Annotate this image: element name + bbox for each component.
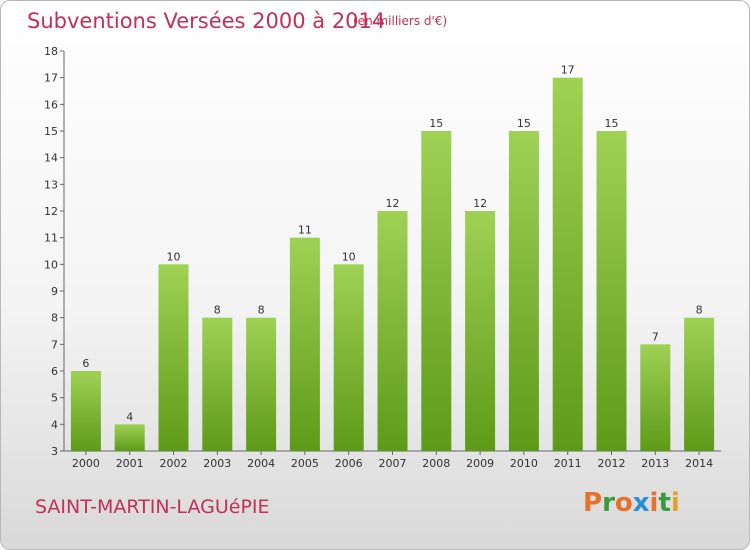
bar-value-label: 7 — [652, 330, 659, 343]
bar-value-label: 4 — [126, 410, 133, 423]
bar-value-label: 15 — [517, 117, 531, 130]
bar-value-label: 8 — [696, 304, 703, 317]
brand-letter: i — [649, 488, 659, 518]
brand-letter: i — [670, 488, 680, 518]
bar-value-label: 10 — [342, 250, 356, 263]
y-tick-label: 18 — [44, 45, 58, 58]
bar-value-label: 15 — [605, 117, 619, 130]
bar-value-label: 8 — [258, 304, 265, 317]
bar-value-label: 6 — [82, 357, 89, 370]
y-tick-label: 9 — [51, 285, 58, 298]
x-tick-label: 2011 — [554, 457, 582, 470]
x-tick-label: 2009 — [466, 457, 494, 470]
bar-value-label: 10 — [167, 250, 181, 263]
y-tick-label: 17 — [44, 72, 58, 85]
chart-unit: (en milliers d'€) — [353, 14, 448, 28]
x-tick-label: 2005 — [291, 457, 319, 470]
bar — [596, 131, 627, 451]
bar — [421, 131, 452, 451]
bar-value-label: 8 — [214, 304, 221, 317]
y-tick-label: 4 — [51, 418, 58, 431]
bar-value-label: 17 — [561, 64, 575, 77]
bar-value-label: 12 — [386, 197, 400, 210]
y-tick-label: 13 — [44, 178, 58, 191]
bar — [202, 317, 233, 451]
y-tick-label: 15 — [44, 125, 58, 138]
y-tick-label: 10 — [44, 258, 58, 271]
y-tick-label: 3 — [51, 445, 58, 458]
commune-name: SAINT-MARTIN-LAGUéPIE — [35, 496, 270, 518]
brand-letter: x — [632, 488, 650, 518]
bar — [333, 264, 364, 451]
x-tick-label: 2010 — [510, 457, 538, 470]
brand-letter: P — [583, 488, 603, 518]
brand-letter: r — [602, 488, 615, 518]
brand-letter: o — [614, 488, 633, 518]
x-tick-label: 2006 — [335, 457, 363, 470]
y-tick-label: 14 — [44, 152, 58, 165]
bar — [114, 424, 145, 451]
bar-value-label: 15 — [429, 117, 443, 130]
bar — [289, 237, 320, 451]
y-tick-label: 7 — [51, 338, 58, 351]
x-tick-label: 2012 — [598, 457, 626, 470]
chart-title: Subventions Versées 2000 à 2014 — [27, 9, 386, 33]
bar — [158, 264, 189, 451]
brand-logo: Proxiti — [583, 488, 680, 518]
bar — [552, 77, 583, 452]
bar — [70, 371, 101, 451]
x-tick-label: 2004 — [247, 457, 275, 470]
bar-value-label: 11 — [298, 224, 312, 237]
x-tick-label: 2003 — [203, 457, 231, 470]
y-tick-label: 8 — [51, 312, 58, 325]
bar — [377, 211, 408, 451]
brand-letter: t — [658, 488, 671, 518]
bar — [684, 317, 715, 451]
x-tick-label: 2008 — [422, 457, 450, 470]
bar-value-label: 12 — [473, 197, 487, 210]
y-tick-label: 16 — [44, 98, 58, 111]
x-tick-label: 2002 — [160, 457, 188, 470]
bar — [640, 344, 671, 451]
x-tick-label: 2007 — [379, 457, 407, 470]
x-tick-label: 2000 — [72, 457, 100, 470]
x-tick-label: 2013 — [641, 457, 669, 470]
x-tick-label: 2014 — [685, 457, 713, 470]
y-tick-label: 12 — [44, 205, 58, 218]
bar — [465, 211, 496, 451]
bar — [246, 317, 277, 451]
bar — [508, 131, 539, 451]
x-tick-label: 2001 — [116, 457, 144, 470]
y-tick-label: 5 — [51, 392, 58, 405]
y-tick-label: 6 — [51, 365, 58, 378]
y-tick-label: 11 — [44, 232, 58, 245]
